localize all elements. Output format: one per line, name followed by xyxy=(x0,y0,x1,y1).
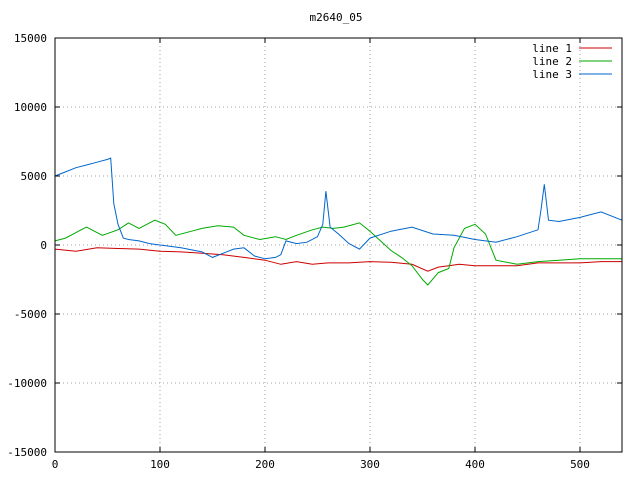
legend-label: line 2 xyxy=(532,55,572,68)
y-tick-label: 15000 xyxy=(14,32,47,45)
x-tick-label: 200 xyxy=(255,458,275,471)
legend-label: line 1 xyxy=(532,42,572,55)
y-tick-label: -5000 xyxy=(14,308,47,321)
series-layer xyxy=(54,157,623,286)
x-tick-label: 100 xyxy=(150,458,170,471)
series-line-2 xyxy=(54,219,622,286)
series-line-3 xyxy=(54,157,623,260)
grid-layer xyxy=(55,38,622,452)
x-tick-label: 500 xyxy=(570,458,590,471)
y-tick-label: 5000 xyxy=(21,170,48,183)
series-line-1 xyxy=(54,247,622,272)
y-tick-label: -10000 xyxy=(7,377,47,390)
x-tick-label: 300 xyxy=(360,458,380,471)
legend-label: line 3 xyxy=(532,68,572,81)
chart-title: m2640_05 xyxy=(310,11,363,24)
y-tick-label: -15000 xyxy=(7,446,47,459)
y-tick-label: 10000 xyxy=(14,101,47,114)
x-tick-label: 0 xyxy=(52,458,59,471)
tick-layer: 0 100 200 300 400 500 -15000 -10000 -5000 0 5000 10… xyxy=(7,32,622,471)
x-tick-label: 400 xyxy=(465,458,485,471)
y-tick-label: 0 xyxy=(40,239,47,252)
